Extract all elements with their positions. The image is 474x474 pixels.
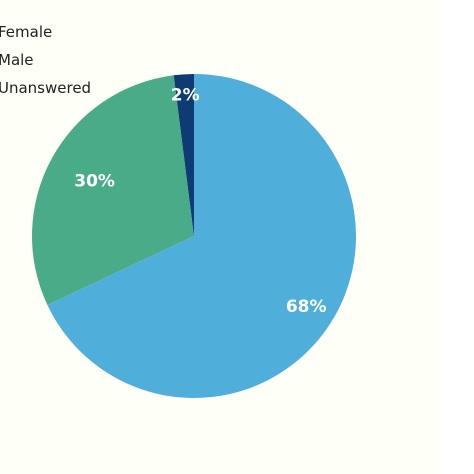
pie-labels: 68% 30% 2%: [74, 85, 326, 317]
label-female: 68%: [286, 297, 327, 317]
slice-male: [32, 75, 194, 305]
slice-unanswered: [173, 74, 194, 236]
legend-item-unanswered: Unanswered: [0, 79, 92, 97]
label-unanswered: 2%: [171, 85, 200, 105]
pie-slices: [32, 74, 357, 399]
label-male: 30%: [74, 171, 115, 191]
legend-item-female: Female: [0, 23, 53, 41]
legend-item-male: Male: [0, 51, 34, 69]
legend: Female Male Unanswered: [0, 18, 91, 102]
slice-female: [47, 74, 357, 399]
